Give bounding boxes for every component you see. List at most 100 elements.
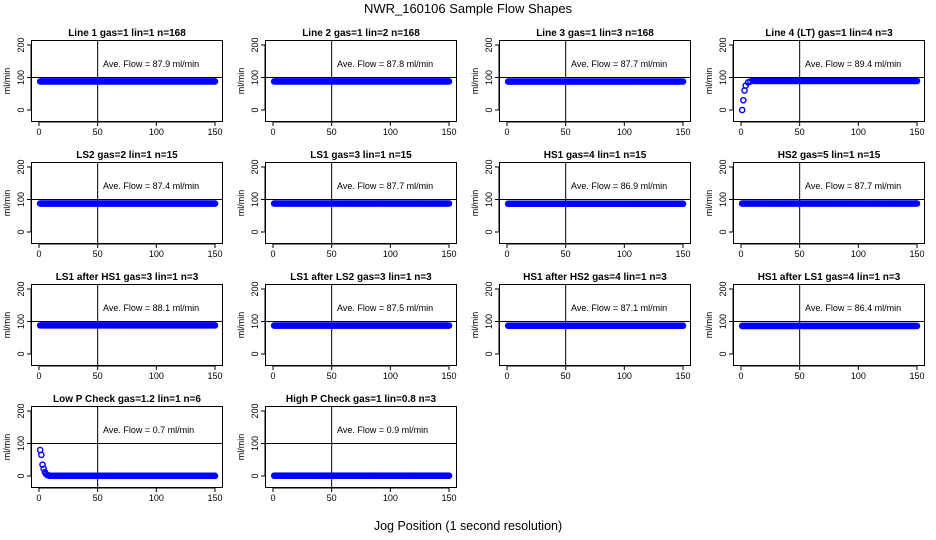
x-tick-label: 100 [383, 493, 398, 503]
y-tick-label: 100 [250, 314, 260, 329]
data-point [913, 77, 921, 85]
x-tick-label: 150 [441, 371, 456, 381]
x-tick-label: 150 [441, 493, 456, 503]
y-tick-label: 100 [484, 314, 494, 329]
data-point [740, 96, 747, 104]
chart-panel-7: HS1 gas=4 lin=1 n=15 0 50 100 150 0 100 200 ml/m… [470, 150, 691, 259]
panel-title: Line 2 gas=1 lin=2 n=168 [302, 28, 420, 39]
x-tick-label: 0 [270, 249, 275, 259]
y-tick-label: 100 [16, 192, 26, 207]
average-flow-annotation: Ave. Flow = 88.1 ml/min [103, 303, 199, 313]
chart-panel-12: HS1 after LS1 gas=4 lin=1 n=3 0 50 100 150 0 1… [704, 272, 925, 381]
y-tick-label: 100 [250, 192, 260, 207]
average-flow-annotation: Ave. Flow = 87.5 ml/min [337, 303, 433, 313]
data-point [679, 322, 687, 329]
panel-title: HS2 gas=5 lin=1 n=15 [778, 150, 881, 161]
x-tick-label: 150 [207, 371, 222, 381]
y-axis-label: ml/min [470, 68, 480, 95]
x-tick-label: 100 [149, 127, 164, 137]
x-tick-label: 0 [504, 249, 509, 259]
y-axis-label: ml/min [704, 68, 714, 95]
x-tick-label: 100 [383, 127, 398, 137]
panel-title: LS1 after HS1 gas=3 lin=1 n=3 [56, 272, 199, 283]
x-tick-label: 0 [738, 127, 743, 137]
x-tick-label: 100 [383, 249, 398, 259]
y-tick-label: 200 [16, 159, 26, 174]
y-tick-label: 0 [16, 473, 26, 478]
data-point [913, 322, 921, 330]
average-flow-annotation: Ave. Flow = 86.9 ml/min [571, 181, 667, 191]
x-tick-label: 0 [36, 127, 41, 137]
figure-x-label: Jog Position (1 second resolution) [373, 519, 563, 533]
average-flow-annotation: Ave. Flow = 87.7 ml/min [805, 181, 901, 191]
x-tick-label: 150 [207, 249, 222, 259]
y-tick-label: 200 [484, 281, 494, 296]
x-tick-label: 100 [383, 371, 398, 381]
chart-panel-8: HS2 gas=5 lin=1 n=15 0 50 100 150 0 100 200 ml/m… [704, 150, 925, 259]
y-axis-label: ml/min [470, 190, 480, 217]
y-tick-label: 0 [250, 107, 260, 112]
x-tick-label: 0 [504, 371, 509, 381]
x-tick-label: 50 [327, 371, 337, 381]
y-tick-label: 0 [484, 351, 494, 356]
y-tick-label: 200 [250, 159, 260, 174]
data-point [445, 78, 453, 85]
y-axis-label: ml/min [704, 190, 714, 217]
x-tick-label: 0 [738, 371, 743, 381]
data-point [913, 200, 921, 207]
x-tick-label: 0 [36, 371, 41, 381]
panel-title: Line 4 (LT) gas=1 lin=4 n=3 [765, 28, 893, 39]
chart-panel-11: HS1 after HS2 gas=4 lin=1 n=3 0 50 100 150 0 1… [470, 272, 691, 381]
chart-panel-3: Line 3 gas=1 lin=3 n=168 0 50 100 150 0 100 200… [470, 28, 691, 137]
x-tick-label: 50 [561, 371, 571, 381]
y-axis-label: ml/min [2, 434, 12, 461]
data-point [40, 465, 47, 473]
x-tick-label: 150 [909, 371, 924, 381]
data-point [445, 322, 453, 329]
average-flow-annotation: Ave. Flow = 89.4 ml/min [805, 59, 901, 69]
y-tick-label: 0 [484, 229, 494, 234]
x-tick-label: 50 [795, 127, 805, 137]
panel-title: LS1 gas=3 lin=1 n=15 [310, 150, 412, 161]
panel-title: Line 1 gas=1 lin=1 n=168 [68, 28, 186, 39]
x-tick-label: 50 [561, 249, 571, 259]
chart-panel-6: LS1 gas=3 lin=1 n=15 0 50 100 150 0 100 200 ml/m… [236, 150, 457, 259]
y-tick-label: 0 [250, 229, 260, 234]
panel-title: LS2 gas=2 lin=1 n=15 [76, 150, 178, 161]
chart-panel-1: Line 1 gas=1 lin=1 n=168 0 50 100 150 0 100 200… [2, 28, 223, 137]
y-axis-label: ml/min [470, 312, 480, 339]
y-tick-label: 100 [484, 70, 494, 85]
x-tick-label: 150 [207, 493, 222, 503]
average-flow-annotation: Ave. Flow = 87.4 ml/min [103, 181, 199, 191]
average-flow-annotation: Ave. Flow = 0.9 ml/min [337, 425, 428, 435]
y-tick-label: 0 [718, 107, 728, 112]
y-tick-label: 100 [484, 192, 494, 207]
x-tick-label: 0 [738, 249, 743, 259]
x-tick-label: 100 [851, 371, 866, 381]
x-tick-label: 100 [149, 249, 164, 259]
x-tick-label: 0 [36, 249, 41, 259]
x-tick-label: 150 [441, 249, 456, 259]
y-tick-label: 100 [718, 314, 728, 329]
y-tick-label: 0 [250, 473, 260, 478]
data-point [445, 200, 453, 207]
data-point [38, 451, 45, 459]
y-axis-label: ml/min [704, 312, 714, 339]
x-tick-label: 50 [327, 493, 337, 503]
x-tick-label: 0 [36, 493, 41, 503]
y-tick-label: 200 [718, 159, 728, 174]
x-tick-label: 100 [617, 127, 632, 137]
x-tick-label: 50 [561, 127, 571, 137]
x-tick-label: 50 [795, 249, 805, 259]
y-axis-label: ml/min [236, 312, 246, 339]
x-tick-label: 150 [675, 371, 690, 381]
chart-panel-13: Low P Check gas=1.2 lin=1 n=6 0 50 100 150 0 1… [2, 394, 223, 503]
y-tick-label: 0 [718, 351, 728, 356]
y-tick-label: 200 [16, 403, 26, 418]
chart-panel-14: High P Check gas=1 lin=0.8 n=3 0 50 100 150 0… [236, 394, 457, 503]
data-point [211, 322, 219, 329]
x-tick-label: 50 [327, 127, 337, 137]
y-tick-label: 200 [16, 281, 26, 296]
x-tick-label: 50 [93, 493, 103, 503]
y-axis-label: ml/min [236, 434, 246, 461]
